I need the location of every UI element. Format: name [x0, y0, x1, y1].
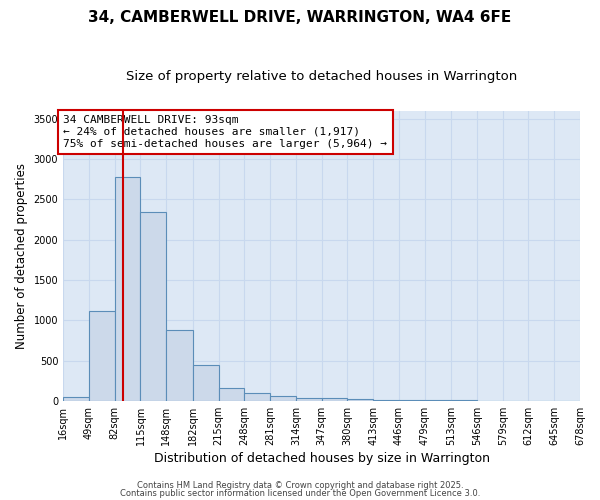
Bar [270, 396, 296, 401]
Bar [63, 397, 89, 401]
Bar [115, 176, 140, 401]
Bar [244, 393, 270, 401]
Bar [373, 400, 399, 401]
Bar [140, 212, 166, 401]
Bar [193, 364, 218, 401]
Bar [347, 399, 373, 401]
Bar [218, 388, 244, 401]
Bar [89, 310, 115, 401]
Text: Contains public sector information licensed under the Open Government Licence 3.: Contains public sector information licen… [120, 488, 480, 498]
Y-axis label: Number of detached properties: Number of detached properties [15, 162, 28, 348]
Bar [399, 400, 425, 401]
Bar [322, 398, 347, 401]
Text: Contains HM Land Registry data © Crown copyright and database right 2025.: Contains HM Land Registry data © Crown c… [137, 481, 463, 490]
Text: 34 CAMBERWELL DRIVE: 93sqm
← 24% of detached houses are smaller (1,917)
75% of s: 34 CAMBERWELL DRIVE: 93sqm ← 24% of deta… [63, 116, 387, 148]
Bar [166, 330, 193, 401]
Title: Size of property relative to detached houses in Warrington: Size of property relative to detached ho… [126, 70, 517, 83]
Text: 34, CAMBERWELL DRIVE, WARRINGTON, WA4 6FE: 34, CAMBERWELL DRIVE, WARRINGTON, WA4 6F… [88, 10, 512, 25]
X-axis label: Distribution of detached houses by size in Warrington: Distribution of detached houses by size … [154, 452, 490, 465]
Bar [296, 398, 322, 401]
